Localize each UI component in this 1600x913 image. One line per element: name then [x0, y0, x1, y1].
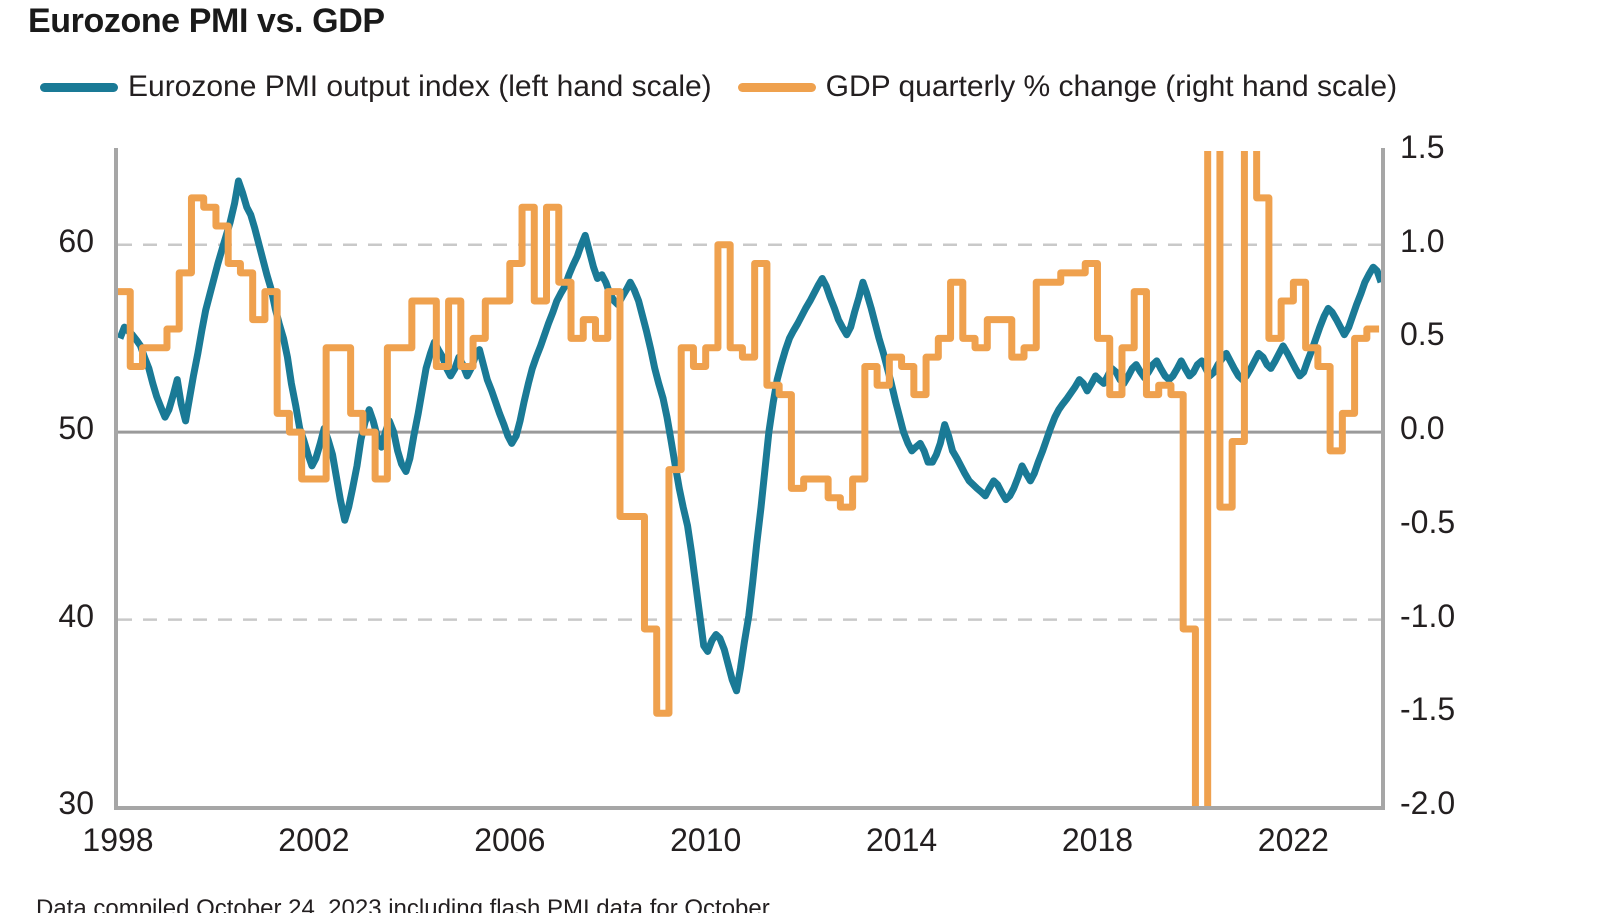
y-tick-right-0.0: 0.0	[1400, 410, 1445, 447]
x-axis-line	[114, 806, 1385, 810]
y-tick-left-30: 30	[58, 785, 94, 821]
legend-label-pmi: Eurozone PMI output index (left hand sca…	[128, 70, 712, 103]
chart-legend: Eurozone PMI output index (left hand sca…	[40, 72, 1397, 102]
x-tick-2002: 2002	[278, 822, 350, 858]
series-lines	[118, 151, 1383, 807]
x-tick-2006: 2006	[474, 822, 546, 858]
y-tick-left-40: 40	[58, 597, 94, 634]
series-path	[118, 151, 1380, 807]
y-tick-left-60: 60	[58, 222, 94, 259]
page-title: Eurozone PMI vs. GDP	[28, 2, 385, 40]
footer-note: Data compiled October 24, 2023 including…	[36, 895, 776, 913]
line-swatch-icon-gdp	[737, 82, 816, 92]
series-path	[118, 177, 1383, 695]
x-tick-2014: 2014	[865, 822, 938, 858]
y-tick-right--2.0: -2.0	[1400, 785, 1456, 821]
y-tick-left-50: 50	[58, 410, 94, 447]
y-tick-right-1.0: 1.0	[1400, 222, 1445, 259]
y-tick-right-0.5: 0.5	[1400, 316, 1445, 353]
x-tick-2010: 2010	[670, 822, 742, 858]
legend-item-pmi[interactable]: Eurozone PMI output index (left hand sca…	[40, 72, 712, 102]
gridlines	[118, 243, 1383, 621]
x-tick-1998: 1998	[82, 822, 154, 858]
y-tick-right-1.5: 1.5	[1400, 129, 1445, 165]
x-tick-2022: 2022	[1257, 822, 1329, 858]
x-tick-2018: 2018	[1061, 822, 1134, 858]
y-axis-left-line	[114, 148, 118, 810]
y-tick-right--0.5: -0.5	[1400, 503, 1456, 540]
y-axis-right-line	[1381, 148, 1385, 810]
y-tick-right--1.5: -1.5	[1400, 691, 1456, 728]
legend-item-gdp[interactable]: GDP quarterly % change (right hand scale…	[737, 70, 1398, 103]
legend-label-gdp: GDP quarterly % change (right hand scale…	[825, 70, 1398, 103]
y-tick-right--1.0: -1.0	[1400, 597, 1456, 634]
line-swatch-icon-pmi	[40, 82, 118, 92]
